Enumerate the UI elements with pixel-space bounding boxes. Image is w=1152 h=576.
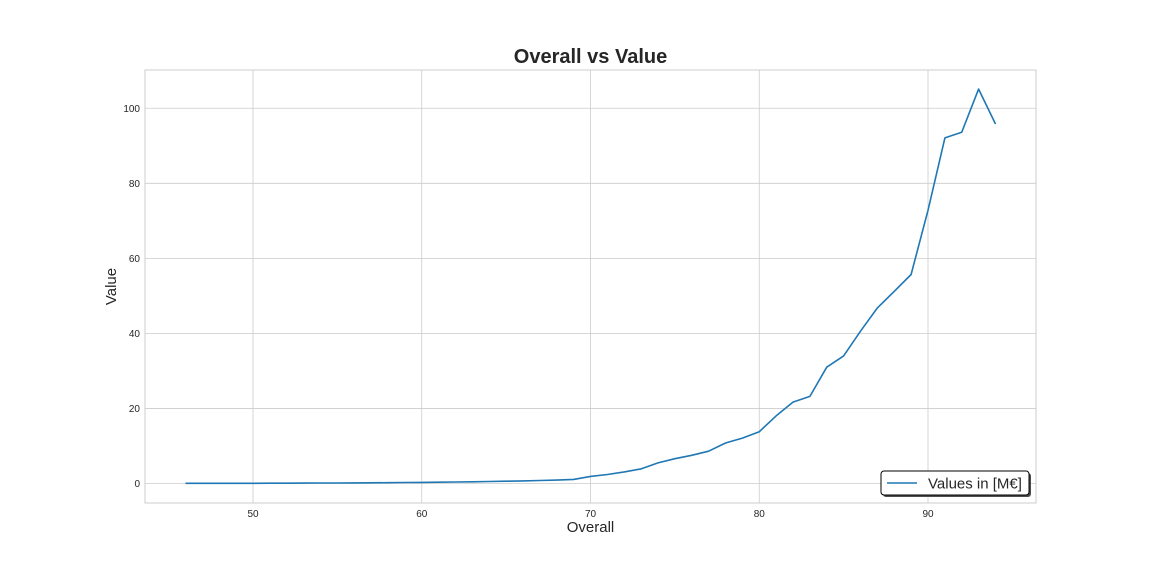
x-axis-ticks: 50 60 70 80 90 [247,509,934,520]
plot-frame [144,69,1037,504]
grid [145,70,1036,503]
legend-label: Values in [M€] [928,476,1022,493]
x-axis-label: Overall [567,519,615,536]
y-tick-label: 60 [129,254,141,265]
legend-box [880,470,1030,496]
x-tick-label: 70 [585,509,597,520]
y-tick-label: 100 [123,104,140,115]
y-tick-label: 0 [134,479,140,490]
x-tick-label: 60 [416,509,428,520]
x-tick-label: 90 [922,509,934,520]
x-tick-label: 50 [247,509,259,520]
chart-title: Overall vs Value [514,46,667,68]
legend: Values in [M€] [880,470,1031,497]
y-tick-label: 80 [129,179,141,190]
y-axis-label: Value [103,268,120,305]
y-tick-label: 40 [129,329,141,340]
y-axis-ticks: 0 20 40 60 80 100 [123,104,140,490]
x-tick-label: 80 [754,509,766,520]
series-line [185,88,997,485]
series-layer [185,88,997,485]
y-tick-label: 20 [129,404,141,415]
